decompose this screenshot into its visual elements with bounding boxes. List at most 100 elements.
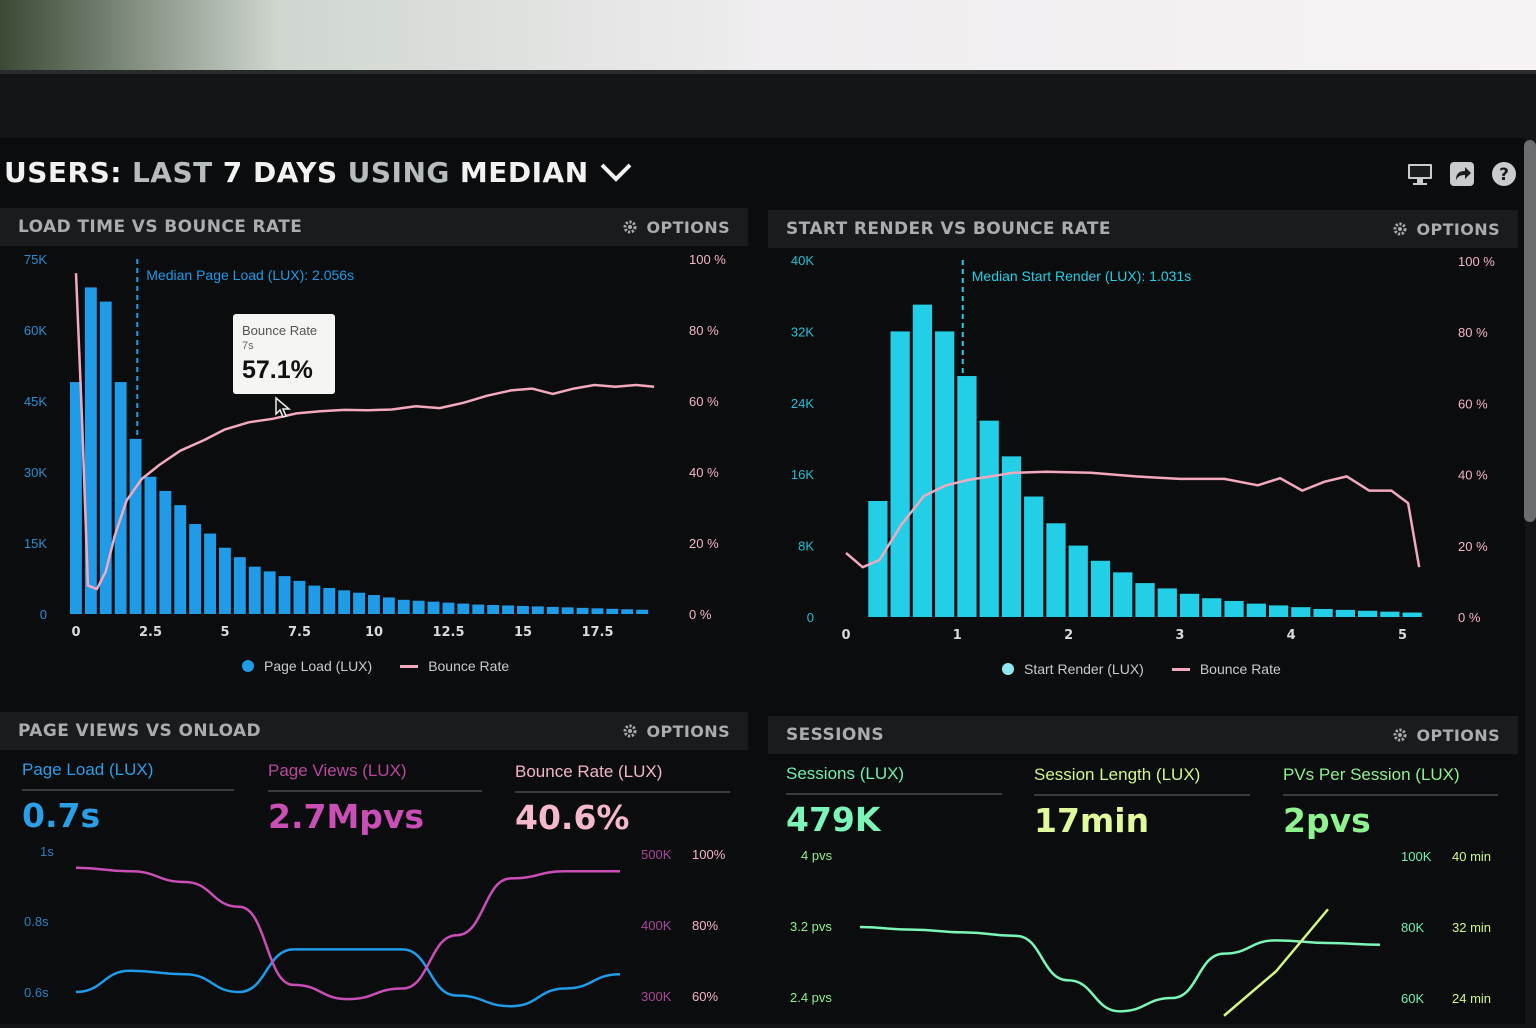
tooltip-title: Bounce Rate bbox=[242, 323, 318, 338]
gear-icon bbox=[1393, 728, 1407, 742]
histogram-bar bbox=[1357, 610, 1378, 617]
monitor-icon[interactable] bbox=[1406, 160, 1434, 188]
scrollbar[interactable] bbox=[1524, 140, 1536, 522]
x-tick: 5 bbox=[220, 625, 229, 640]
histogram-bar bbox=[606, 608, 619, 614]
x-tick: 2 bbox=[1064, 628, 1073, 643]
x-tick: 3 bbox=[1175, 628, 1184, 643]
panel-start-render-header: START RENDER VS BOUNCE RATE OPTIONS bbox=[768, 210, 1518, 248]
y-tick-right: 20 % bbox=[689, 536, 719, 551]
options-label: OPTIONS bbox=[1416, 219, 1500, 239]
histogram-bar bbox=[1291, 607, 1311, 617]
divider bbox=[1034, 794, 1250, 796]
panel-title: PAGE VIEWS VS ONLOAD bbox=[18, 721, 262, 741]
histogram-bar bbox=[382, 597, 395, 614]
y-tick-left: 15K bbox=[24, 536, 47, 551]
axis-tick-left: 4 pvs bbox=[801, 848, 833, 863]
x-tick: 12.5 bbox=[432, 625, 464, 640]
histogram-bar bbox=[353, 592, 365, 614]
y-tick-right: 0 % bbox=[689, 607, 712, 622]
y-tick-right: 0 % bbox=[1458, 610, 1481, 625]
histogram-bar bbox=[1313, 608, 1333, 617]
axis-tick-left: 0.8s bbox=[24, 914, 49, 929]
histogram-bar bbox=[323, 587, 336, 614]
options-button[interactable]: OPTIONS bbox=[1392, 726, 1500, 745]
histogram-bar bbox=[1068, 545, 1088, 617]
median-label: Median Start Render (LUX): 1.031s bbox=[972, 268, 1191, 284]
histogram-bar bbox=[890, 331, 910, 617]
options-button[interactable]: OPTIONS bbox=[1392, 220, 1500, 239]
axis-tick-right-length: 40 min bbox=[1452, 849, 1492, 864]
gear-icon bbox=[623, 220, 637, 234]
histogram-bar bbox=[1113, 572, 1133, 617]
histogram-bar bbox=[502, 605, 514, 614]
histogram-bar bbox=[546, 606, 559, 614]
y-tick-left: 45K bbox=[24, 394, 47, 409]
histogram-bar bbox=[427, 601, 440, 614]
title-days[interactable]: 7 DAYS bbox=[222, 155, 338, 189]
histogram-bar bbox=[308, 585, 321, 614]
bounce-rate-tooltip: Bounce Rate 7s 57.1% bbox=[233, 314, 335, 394]
histogram-bar bbox=[531, 606, 544, 614]
histogram-bar bbox=[1224, 600, 1244, 617]
legend-bar-label[interactable]: Page Load (LUX) bbox=[264, 658, 373, 674]
sessions-line bbox=[859, 925, 1381, 1013]
share-icon[interactable] bbox=[1448, 160, 1476, 188]
y-tick-right: 100 % bbox=[689, 252, 726, 267]
panel-page-views-header: PAGE VIEWS VS ONLOAD OPTIONS bbox=[0, 712, 748, 750]
title-using: USING bbox=[347, 155, 450, 189]
divider bbox=[515, 791, 730, 793]
pvs-per-session-line bbox=[1223, 908, 1329, 1017]
axis-tick-right-length: 24 min bbox=[1452, 991, 1492, 1006]
metric-label-page-views: Page Views (LUX) bbox=[268, 761, 407, 780]
histogram-bar bbox=[263, 571, 276, 614]
y-tick-left: 0 bbox=[807, 610, 814, 625]
title-median[interactable]: MEDIAN bbox=[459, 155, 589, 189]
histogram-bar bbox=[159, 490, 172, 614]
chevron-down-icon[interactable] bbox=[599, 161, 633, 183]
gear-icon bbox=[1393, 222, 1407, 236]
x-tick: 10 bbox=[365, 625, 383, 640]
histogram-bar bbox=[1001, 456, 1022, 617]
x-tick: 1 bbox=[953, 628, 962, 643]
histogram-bar bbox=[517, 605, 529, 614]
y-tick-left: 0 bbox=[40, 607, 47, 622]
options-button[interactable]: OPTIONS bbox=[622, 722, 730, 741]
histogram-bar bbox=[442, 602, 455, 614]
x-tick: 7.5 bbox=[288, 625, 311, 640]
y-tick-left: 24K bbox=[791, 396, 814, 411]
histogram-bar bbox=[129, 438, 142, 614]
histogram-bar bbox=[219, 547, 231, 614]
histogram-bar bbox=[368, 595, 380, 614]
y-tick-right: 100 % bbox=[1458, 254, 1495, 269]
background-scene bbox=[0, 0, 1536, 80]
divider bbox=[1283, 794, 1498, 796]
top-toolbar: ? bbox=[1406, 160, 1518, 188]
axis-tick-right-length: 32 min bbox=[1452, 920, 1492, 935]
legend-line-label[interactable]: Bounce Rate bbox=[428, 658, 510, 674]
y-tick-right: 40 % bbox=[689, 465, 719, 480]
axis-tick-right-bounce: 100% bbox=[692, 847, 726, 862]
metric-value-pvs-per-session: 2pvs bbox=[1283, 801, 1371, 840]
metric-value-sessions: 479K bbox=[786, 800, 881, 839]
histogram-bar bbox=[248, 566, 261, 614]
histogram-bar bbox=[979, 420, 999, 617]
legend-line-label[interactable]: Bounce Rate bbox=[1199, 661, 1281, 677]
metric-value-page-views: 2.7Mpvs bbox=[268, 797, 425, 836]
legend-line-swatch bbox=[400, 664, 419, 668]
histogram-bar bbox=[233, 557, 246, 614]
help-icon[interactable]: ? bbox=[1490, 160, 1518, 188]
x-tick: 4 bbox=[1287, 628, 1296, 643]
legend-bar-label[interactable]: Start Render (LUX) bbox=[1024, 661, 1144, 677]
options-button[interactable]: OPTIONS bbox=[622, 218, 730, 237]
histogram-bar bbox=[1380, 611, 1400, 617]
histogram-bar bbox=[935, 331, 955, 617]
median-label: Median Page Load (LUX): 2.056s bbox=[146, 267, 354, 283]
panel-title: SESSIONS bbox=[786, 725, 885, 745]
axis-tick-right-views: 500K bbox=[641, 847, 672, 862]
histogram-bar bbox=[912, 304, 933, 617]
